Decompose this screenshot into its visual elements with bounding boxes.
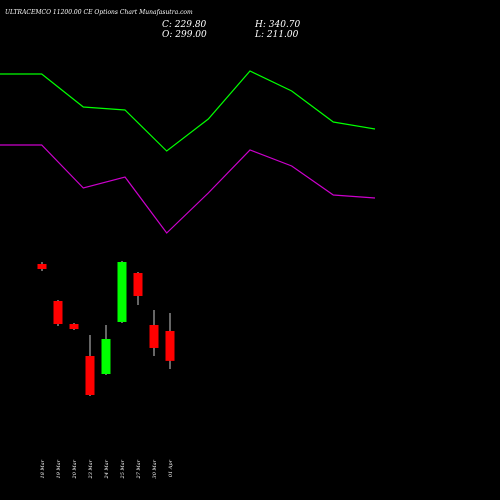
indicator-line xyxy=(0,70,376,152)
x-tick-label: 23 Mar xyxy=(88,459,94,479)
x-tick-label: 18 Mar xyxy=(40,459,46,478)
indicator-line xyxy=(0,144,376,234)
high-label: H: 340.70 xyxy=(254,20,301,30)
candle-body xyxy=(69,324,79,330)
candle-body xyxy=(37,263,47,269)
open-label: O: 299.00 xyxy=(162,30,207,40)
x-tick-label: 30 Mar xyxy=(152,459,158,478)
x-tick-label: 25 Mar xyxy=(120,459,126,479)
chart-title: ULTRACEMCO 11200.00 CE Options Chart Mun… xyxy=(5,9,193,16)
x-tick-label: 19 Mar xyxy=(56,459,62,478)
x-tick-label: 24 Mar xyxy=(104,459,110,479)
candle-body xyxy=(133,273,143,296)
candle-body xyxy=(165,331,175,361)
candle-body xyxy=(53,300,63,325)
candle-body xyxy=(101,338,111,375)
x-tick-label: 01 Apr xyxy=(168,459,174,477)
low-label: L: 211.00 xyxy=(254,30,299,40)
candle-body xyxy=(85,356,95,395)
x-tick-label: 27 Mar xyxy=(136,459,142,479)
close-label: C: 229.80 xyxy=(162,20,207,30)
candle-body xyxy=(149,325,159,348)
x-tick-label: 20 Mar xyxy=(72,459,78,479)
candle-body xyxy=(117,262,127,322)
